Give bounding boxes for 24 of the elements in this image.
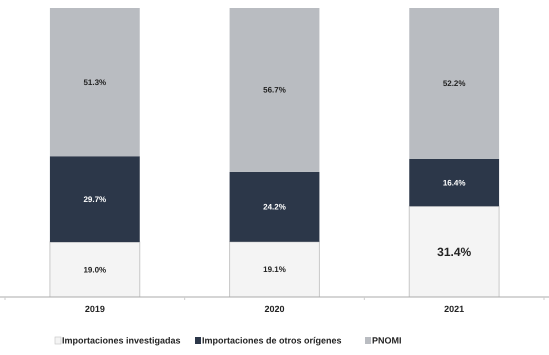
x-tick-label: 2020 [264, 304, 285, 314]
data-label: 29.7% [83, 194, 106, 204]
data-label: 51.3% [83, 78, 106, 87]
bar [408, 206, 500, 298]
data-label: 52.2% [442, 79, 466, 88]
bar [409, 158, 500, 206]
bar [229, 241, 320, 298]
data-label: 24.2% [263, 202, 286, 212]
x-tick-label: 2021 [444, 304, 464, 314]
bar [409, 8, 500, 159]
x-tick-label: 2019 [84, 304, 105, 314]
bar [230, 172, 320, 242]
legend-label: Importaciones de otros orígenes [202, 336, 342, 346]
bar [50, 156, 140, 242]
data-label: 19.0% [83, 265, 106, 274]
legend-label: PNOMI [372, 336, 402, 346]
bar [50, 8, 140, 156]
data-label: 19.1% [263, 265, 286, 274]
legend-label: Importaciones investigadas [62, 336, 181, 346]
data-label: 56.7% [263, 86, 286, 95]
data-label: 31.4% [437, 244, 472, 259]
bar [49, 242, 140, 298]
data-label: 16.4% [442, 178, 466, 188]
bar [230, 8, 320, 172]
